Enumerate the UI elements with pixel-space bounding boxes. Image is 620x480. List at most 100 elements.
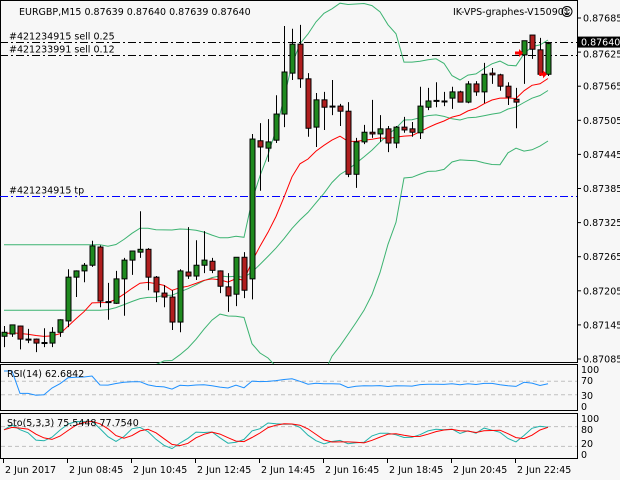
candle [273,95,280,144]
stochastic-panel[interactable]: Sto(5,3,3) 75.5448 77.7540 [0,413,578,459]
candle [161,285,168,308]
candle [329,79,336,116]
candle [377,115,384,142]
candle-body [177,270,184,323]
candle-body [417,105,424,134]
candle-body [329,105,336,108]
rsi-panel[interactable]: RSI(14) 62.6842 [0,364,578,411]
price-tick-label: 0.87265 [583,252,620,263]
candle-body [457,91,464,103]
candle [457,90,464,103]
candle [505,82,512,105]
candle-body [153,276,160,293]
stochastic-scale-label: 0 [581,450,587,461]
candle [145,248,152,291]
candle-body [385,128,392,144]
time-axis: 2 Jun 2017 2 Jun 08:45 2 Jun 10:45 2 Jun 12… [3,459,571,476]
price-tick-label: 0.87385 [583,184,620,195]
candle [33,338,40,353]
candle [249,133,256,300]
candle [201,231,208,274]
candle [265,119,272,162]
price-tick-label: 0.87505 [583,116,620,127]
candle [257,123,264,191]
rsi-line [4,370,549,396]
candle-body [465,83,472,103]
candle [385,125,392,153]
candle [281,25,288,128]
candle [89,240,96,267]
time-tick-label: 2 Jun 18:45 [389,465,443,476]
moving-average-line [3,78,549,337]
candle [49,327,56,348]
order-label: #421234915 tp [9,186,84,197]
candle [513,87,520,129]
candle [337,103,344,126]
candle-body [353,141,360,175]
candle-body [305,78,312,129]
candle-body [49,331,56,344]
candle [81,262,88,283]
candle [25,328,32,344]
candles [1,24,552,353]
stochastic-scale-label: 20 [581,439,593,450]
candle-body [401,126,408,131]
candle [529,34,536,59]
symbol-info: EURGBP,M15 0.87639 0.87640 0.87639 0.876… [19,7,251,18]
candle [361,124,368,145]
time-tick-label: 2 Jun 14:45 [261,465,315,476]
candle-body [249,138,256,280]
candle-body [241,256,248,291]
candle [321,91,328,130]
candle-body [369,131,376,135]
candle [473,81,480,96]
smiley-face-icon[interactable] [561,6,573,17]
candle-body [161,292,168,298]
candle-body [449,91,456,99]
candle [393,125,400,149]
candle-body [41,342,48,345]
candle-body [65,276,72,322]
candle-body [497,74,504,87]
time-tick-label: 2 Jun 2017 [5,465,56,476]
candle-body [297,43,304,80]
candle-body [529,34,536,50]
candle-body [193,264,200,277]
candle-body [377,128,384,135]
candle [417,86,424,140]
candle [9,324,16,337]
candle-body [289,43,296,74]
candle-body [129,250,136,261]
candle [369,99,376,138]
candle-body [265,141,272,149]
candle-body [441,100,448,103]
candle-body [97,246,104,302]
current-price-label: 0.87640 [581,38,620,49]
candle-body [57,319,64,333]
candle [209,257,216,274]
rsi-scale-label: 0 [581,402,587,413]
candle [73,270,80,298]
candle-body [33,338,40,344]
candle [481,62,488,104]
main-price-panel[interactable]: #421234915 sell 0.25 #421233991 sell 0.12… [0,0,578,397]
time-tick-label: 2 Jun 08:45 [69,465,123,476]
candle-body [257,140,264,148]
stochastic-main-line [3,420,549,450]
candle-body [25,338,32,341]
price-tick-label: 0.87565 [583,82,620,93]
candle [121,257,128,316]
price-tick-label: 0.87625 [583,50,620,61]
candle-body [217,270,224,287]
candle [305,73,312,137]
expert-name: IK-VPS-graphes-V150901 [453,7,570,18]
candle [241,252,248,299]
candle-body [89,245,96,266]
stochastic-scale-label: 80 [581,425,593,436]
candle-body [481,73,488,93]
candle [169,290,176,331]
price-tick-label: 0.87685 [583,14,620,25]
candle [137,211,144,258]
